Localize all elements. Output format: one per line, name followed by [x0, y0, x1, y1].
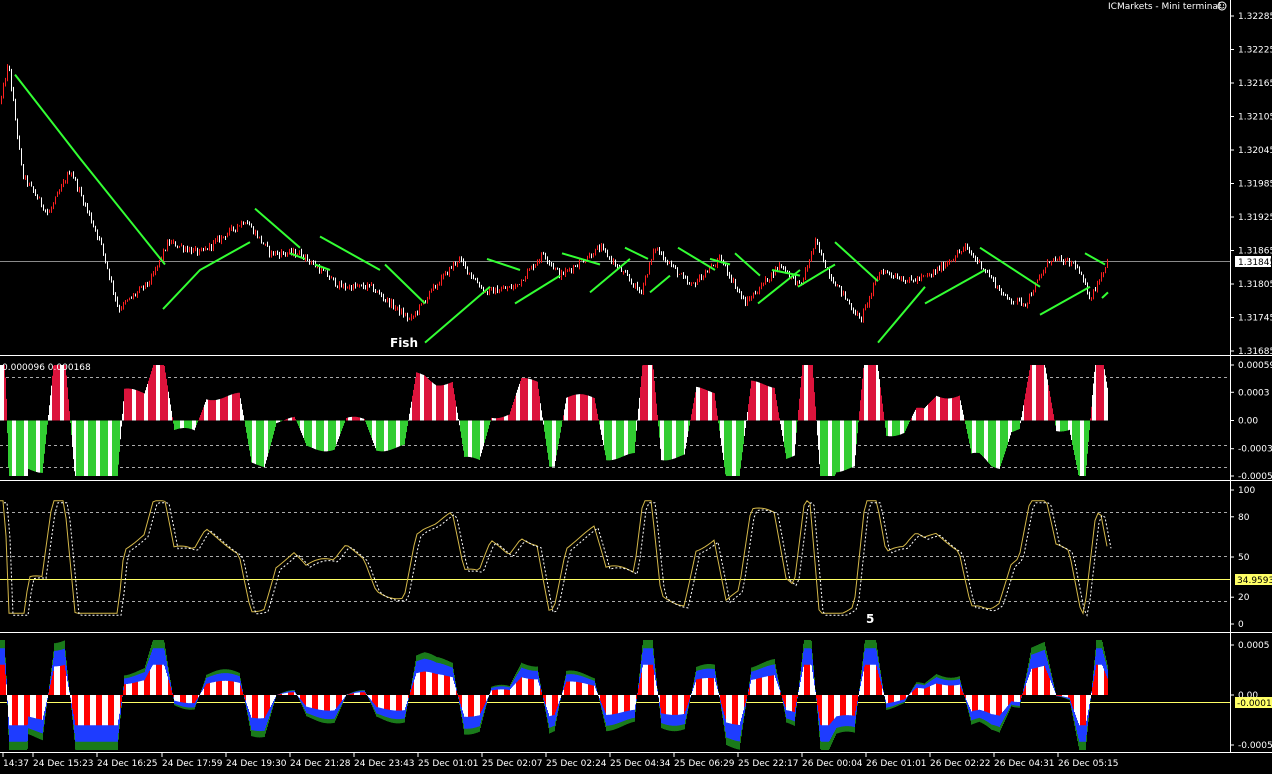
bottom-oscillator-bars — [0, 640, 1108, 750]
histogram-bars — [0, 365, 1108, 476]
price-series — [1, 64, 1108, 323]
price-panel — [0, 0, 1230, 354]
